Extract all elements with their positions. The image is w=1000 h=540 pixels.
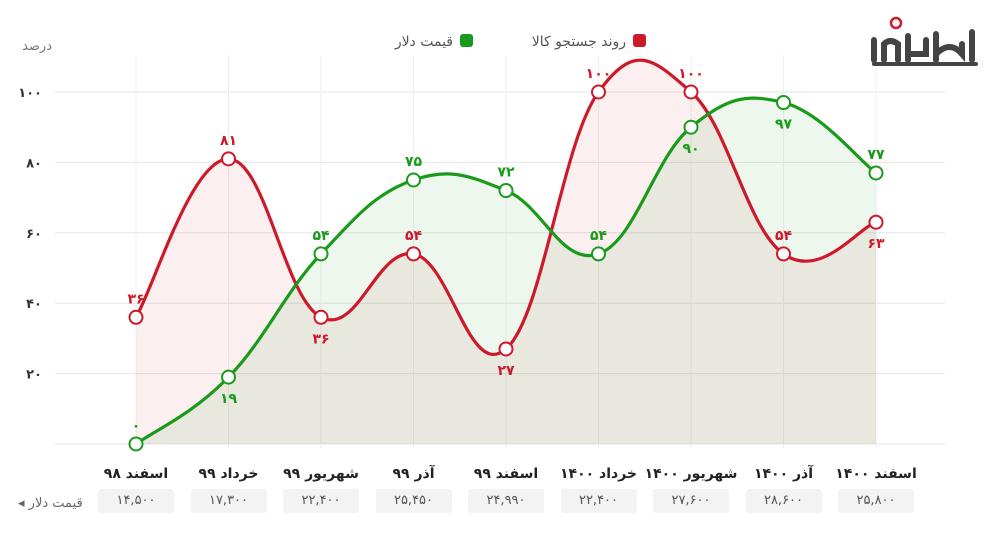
logo-mark: [871, 16, 978, 66]
search-trend-point: [313, 309, 329, 325]
x-category-label: آذر ۹۹: [392, 464, 435, 482]
legend-label-dollar-price: قیمت دلار: [394, 34, 453, 50]
dollar-price-value: ۲۸,۶۰۰: [745, 489, 822, 513]
site-logo: [868, 14, 988, 70]
legend-swatch-search-trend: [633, 34, 646, 47]
dollar-price-data-label: ۵۴: [312, 228, 330, 244]
x-category-label: شهریور ۹۹: [283, 466, 359, 482]
search-trend-point: [683, 84, 699, 100]
search-trend-data-label: ۱۰۰: [586, 66, 612, 82]
dollar-price-value: ۱۷,۳۰۰: [190, 489, 267, 513]
dollar-price-data-label: ۹۷: [775, 117, 793, 133]
x-category-label: خرداد ۱۴۰۰: [560, 466, 637, 482]
search-trend-data-label: ۸۱: [220, 133, 237, 149]
y-tick-label: ۱۰۰: [18, 86, 42, 101]
dollar-price-point: [683, 119, 699, 135]
dollar-price-point: [128, 436, 144, 452]
search-trend-point: [406, 246, 421, 262]
search-trend-data-label: ۵۴: [405, 228, 423, 244]
dollar-price-area: [136, 98, 876, 445]
x-category-label: اسفند ۱۴۰۰: [835, 466, 917, 482]
dollar-price-data-label: ۷۷: [867, 147, 885, 163]
search-trend-point: [128, 309, 144, 325]
dollar-price-point: [313, 246, 329, 262]
search-trend-data-label: ۵۴: [775, 228, 793, 244]
y-tick-label: ۸۰: [26, 156, 42, 171]
dollar-price-value: ۱۴,۵۰۰: [98, 489, 174, 513]
price-row-label: ◂ قیمت دلار: [18, 496, 83, 511]
dollar-price-data-label: ۷۵: [405, 154, 423, 170]
dollar-price-value: ۲۲,۴۰۰: [283, 489, 359, 513]
x-category-label: آذر ۱۴۰۰: [754, 464, 814, 482]
search-trend-data-label: ۲۷: [497, 363, 515, 379]
caret-left-icon: ◂: [18, 496, 29, 511]
dollar-price-value: ۲۴,۹۹۰: [468, 489, 544, 513]
search-trend-point: [868, 214, 884, 230]
search-trend-point: [776, 246, 791, 262]
dollar-price-point: [221, 369, 236, 385]
search-trend-area: [136, 60, 876, 445]
dollar-price-value: ۲۷,۶۰۰: [653, 489, 729, 513]
dollar-price-data-label: ۰: [132, 418, 141, 434]
x-category-label: اسفند ۹۸: [104, 466, 168, 482]
x-category-label: خرداد ۹۹: [199, 466, 259, 482]
search-trend-data-label: ۳۶: [127, 291, 144, 307]
dollar-price-value: ۲۵,۸۰۰: [838, 489, 914, 513]
search-trend-data-label: ۱۰۰: [678, 66, 704, 82]
dollar-price-point: [591, 246, 606, 262]
dollar-price-value: ۲۲,۴۰۰: [560, 489, 637, 513]
dollar-price-point: [868, 165, 884, 181]
search-trend-point: [221, 151, 236, 167]
dollar-price-point: [498, 183, 514, 199]
y-tick-label: ۶۰: [26, 227, 42, 242]
y-tick-label: ۴۰: [26, 297, 42, 312]
legend-swatch-dollar-price: [460, 34, 473, 47]
dollar-price-data-label: ۹۰: [682, 141, 699, 157]
legend-label-search-trend: روند جستجو کالا: [532, 34, 626, 50]
search-trend-data-label: ۶۳: [867, 236, 885, 252]
dollar-price-value: ۲۵,۴۵۰: [375, 489, 452, 513]
dollar-price-point: [776, 95, 791, 111]
dollar-price-point: [406, 172, 421, 188]
y-unit-label: درصد: [22, 39, 52, 54]
search-trend-point: [498, 341, 514, 357]
y-tick-label: ۲۰: [26, 368, 42, 383]
price-row-text: قیمت دلار: [28, 496, 83, 511]
x-category-label: شهریور ۱۴۰۰: [645, 466, 738, 482]
dollar-price-data-label: ۷۲: [497, 165, 515, 181]
search-trend-data-label: ۳۶: [312, 331, 329, 347]
search-trend-point: [591, 84, 606, 100]
x-category-label: اسفند ۹۹: [474, 466, 538, 482]
dollar-price-data-label: ۵۴: [590, 228, 608, 244]
dollar-price-data-label: ۱۹: [220, 391, 238, 407]
